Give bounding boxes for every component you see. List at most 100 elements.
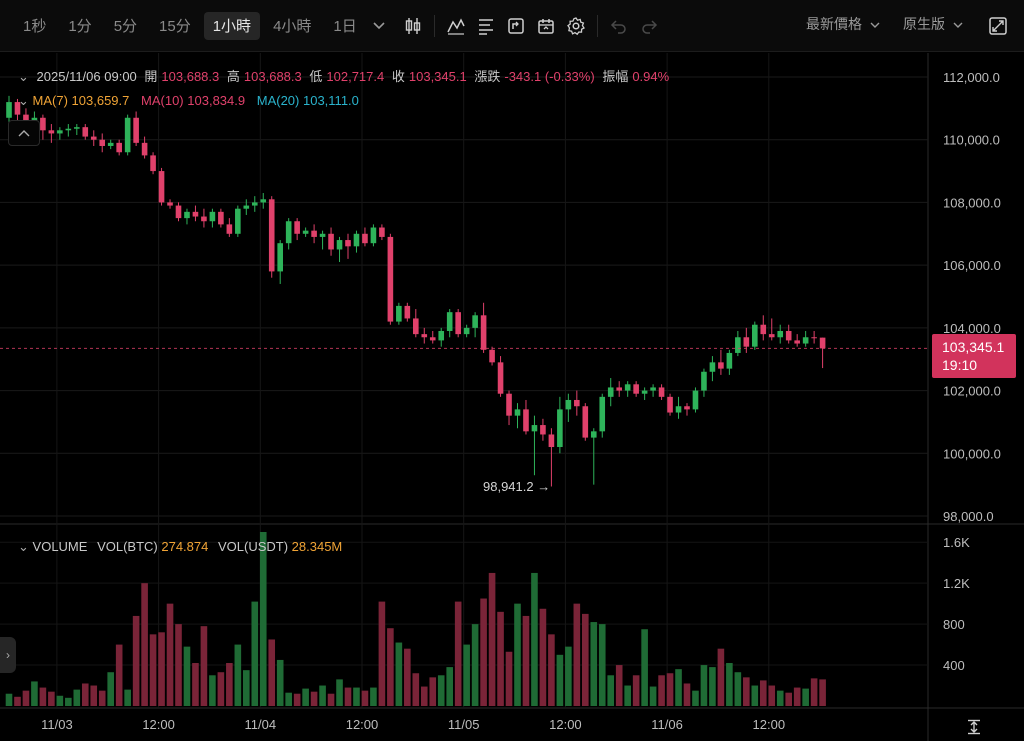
- candle: [192, 205, 199, 222]
- volume-bar: [39, 687, 47, 706]
- candle-body: [641, 390, 648, 394]
- candle: [735, 330, 741, 357]
- candle: [48, 124, 55, 143]
- change-label: 漲跌: [474, 69, 501, 84]
- volume-bar: [98, 690, 106, 706]
- indicators-icon[interactable]: [441, 11, 471, 41]
- side-panel-toggle[interactable]: ›: [0, 637, 16, 673]
- candle: [429, 330, 436, 344]
- candle: [235, 205, 241, 237]
- candle: [480, 302, 487, 353]
- volume-bar: [310, 691, 318, 706]
- auto-scale-icon[interactable]: [962, 716, 986, 738]
- candle: [641, 387, 648, 400]
- candle: [243, 199, 250, 215]
- candlestick-chart[interactable]: 112,000.0 110,000.0 108,000.0 106,000.0 104,…: [0, 53, 1024, 741]
- volume-bar: [344, 687, 352, 706]
- candle: [311, 224, 317, 244]
- arrow-right-icon: →: [537, 479, 551, 494]
- candle-body: [590, 431, 597, 438]
- candle: [760, 315, 767, 341]
- candle: [421, 327, 428, 344]
- open-value: 103,688.3: [161, 69, 220, 84]
- fullscreen-icon[interactable]: [984, 12, 1012, 40]
- low-value: 102,717.4: [326, 69, 385, 84]
- candle: [709, 356, 716, 382]
- candle: [404, 302, 411, 322]
- ma20-label: MA(20): [256, 93, 300, 108]
- candle-body: [599, 396, 606, 432]
- collapse-chevron-icon[interactable]: ⌄: [18, 93, 29, 108]
- volume-bar: [243, 670, 250, 706]
- volume-bar: [175, 624, 182, 706]
- price-type-dropdown[interactable]: 最新價格: [806, 14, 880, 34]
- undo-icon[interactable]: [604, 11, 634, 41]
- candle: [726, 349, 733, 375]
- calendar-icon[interactable]: [531, 11, 561, 41]
- volume-bar: [149, 634, 157, 706]
- volume-bar: [141, 583, 148, 706]
- timeframe-15m[interactable]: 15分: [159, 18, 191, 35]
- chevron-down-icon: [953, 16, 963, 32]
- volume-bar: [14, 696, 21, 706]
- legend-collapse-button[interactable]: [8, 120, 40, 146]
- candle: [777, 324, 784, 344]
- timeframe-5m[interactable]: 5分: [113, 18, 138, 35]
- ma10-value: 103,834.9: [187, 93, 246, 108]
- candle-body: [319, 233, 326, 237]
- timeframe-1m[interactable]: 1分: [68, 18, 92, 35]
- volume-bar: [573, 603, 581, 706]
- timeframe-1d[interactable]: 1日: [333, 18, 357, 35]
- chart-style-dropdown[interactable]: 原生版: [903, 14, 963, 34]
- volume-bar: [183, 646, 191, 706]
- candle-body: [624, 384, 631, 391]
- volume-bar: [412, 673, 420, 706]
- volume-bar: [336, 679, 343, 706]
- volume-bar: [522, 615, 530, 706]
- candle: [590, 428, 597, 485]
- list-icon[interactable]: [471, 11, 501, 41]
- volume-bar: [22, 690, 30, 706]
- toolbar-divider: [433, 14, 435, 37]
- candle-body: [701, 371, 707, 391]
- candle-body: [540, 425, 546, 435]
- volume-bar: [624, 685, 631, 706]
- replay-icon[interactable]: [501, 11, 531, 41]
- price-axis-label: 108,000.0: [943, 195, 1001, 210]
- volume-bar: [302, 688, 309, 706]
- volume-bar: [192, 663, 199, 706]
- ma10-label: MA(10): [141, 93, 184, 108]
- candle: [743, 327, 750, 353]
- volume-bar: [378, 601, 386, 706]
- candle: [167, 199, 173, 209]
- volume-bar: [319, 685, 326, 706]
- volume-axis-label: 400: [943, 658, 965, 673]
- candle-body: [235, 208, 241, 234]
- gear-icon[interactable]: [561, 11, 591, 41]
- candle: [345, 233, 351, 259]
- candle: [294, 218, 300, 241]
- candle: [718, 349, 724, 375]
- collapse-chevron-icon[interactable]: ⌄: [18, 539, 29, 554]
- volume-bar: [598, 624, 606, 706]
- timeframe-4h[interactable]: 4小時: [273, 18, 312, 35]
- candle: [201, 208, 207, 228]
- candle-type-icon[interactable]: [398, 11, 428, 41]
- chevron-down-icon[interactable]: [368, 12, 390, 40]
- candle-body: [107, 142, 114, 146]
- candle: [82, 124, 89, 140]
- timeframe-1s[interactable]: 1秒: [23, 18, 47, 35]
- collapse-chevron-icon[interactable]: ⌄: [18, 69, 29, 84]
- redo-icon[interactable]: [634, 11, 664, 41]
- candle-body: [65, 128, 72, 131]
- volume-bar: [5, 693, 13, 706]
- candle: [802, 330, 809, 347]
- volume-bar: [209, 675, 216, 706]
- candle: [57, 127, 63, 140]
- candle-body: [574, 399, 580, 407]
- volume-bar: [446, 667, 453, 706]
- amplitude-value: 0.94%: [632, 69, 670, 84]
- timeframe-1h[interactable]: 1小時: [203, 11, 261, 40]
- candle-body: [124, 117, 131, 153]
- time-axis-label: 12:00: [753, 717, 786, 732]
